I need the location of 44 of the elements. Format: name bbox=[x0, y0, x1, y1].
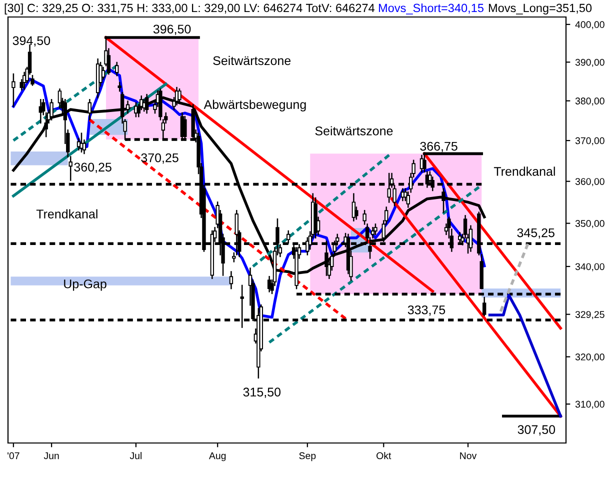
annotation: Trendkanal bbox=[494, 166, 555, 176]
y-tick-label: 320,00 bbox=[575, 354, 604, 362]
candlestick bbox=[442, 188, 446, 213]
annotation: Seitwärtszone bbox=[213, 56, 291, 66]
annotation: Seitwärtszone bbox=[315, 126, 393, 136]
annotation: 394,50 bbox=[12, 36, 50, 47]
candlestick bbox=[12, 73, 16, 107]
annotation: 360,25 bbox=[74, 162, 112, 174]
text: Movs_Short=340,15 bbox=[378, 4, 484, 14]
y-tick-label: 329,25 bbox=[575, 311, 604, 320]
annotation: 370,25 bbox=[141, 153, 178, 164]
annotation: 345,25 bbox=[517, 228, 554, 239]
candlestick bbox=[88, 99, 92, 120]
candlestick bbox=[374, 224, 378, 236]
annotation: 396,50 bbox=[153, 24, 191, 36]
annotation: 307,50 bbox=[518, 425, 556, 436]
y-tick-label: 340,00 bbox=[575, 263, 604, 272]
y-tick-label: 360,00 bbox=[575, 178, 604, 186]
candlestick bbox=[229, 271, 234, 290]
candlestick bbox=[126, 100, 130, 114]
x-tick-label: Jul bbox=[130, 452, 142, 460]
y-tick-label: 310,00 bbox=[575, 400, 604, 409]
y-tick-label: 390,00 bbox=[575, 58, 604, 67]
y-tick-label: 400,00 bbox=[575, 21, 604, 30]
x-tick-label: Jun bbox=[44, 452, 59, 460]
annotation: 366,75 bbox=[420, 142, 458, 152]
x-tick-label: Sep bbox=[299, 452, 316, 462]
candlestick bbox=[50, 99, 54, 120]
y-tick-label: 380,00 bbox=[575, 98, 604, 106]
x-tick-label: Nov bbox=[460, 452, 477, 460]
annotation: Trendkanal bbox=[36, 209, 98, 218]
y-tick-label: 370,00 bbox=[575, 137, 604, 146]
annotation: Abwärtsbewegung bbox=[204, 100, 306, 112]
x-tick-label: Aug bbox=[208, 452, 226, 462]
annotation: Up-Gap bbox=[64, 279, 106, 291]
text: Movs_Long=351,50 bbox=[488, 4, 592, 14]
candlestick bbox=[115, 62, 119, 76]
candlestick bbox=[101, 66, 106, 80]
annotation: 315,50 bbox=[243, 388, 281, 398]
x-tick-label: '07 bbox=[8, 452, 20, 460]
annotation: 333,75 bbox=[408, 305, 446, 316]
y-tick-label: 350,00 bbox=[575, 220, 604, 228]
x-tick-label: Okt bbox=[376, 452, 392, 460]
chart-title: [30] C: 329,25 O: 331,75 H: 333,00 L: 329,00 LV: 646274 TotV: 646274 bbox=[4, 4, 374, 14]
